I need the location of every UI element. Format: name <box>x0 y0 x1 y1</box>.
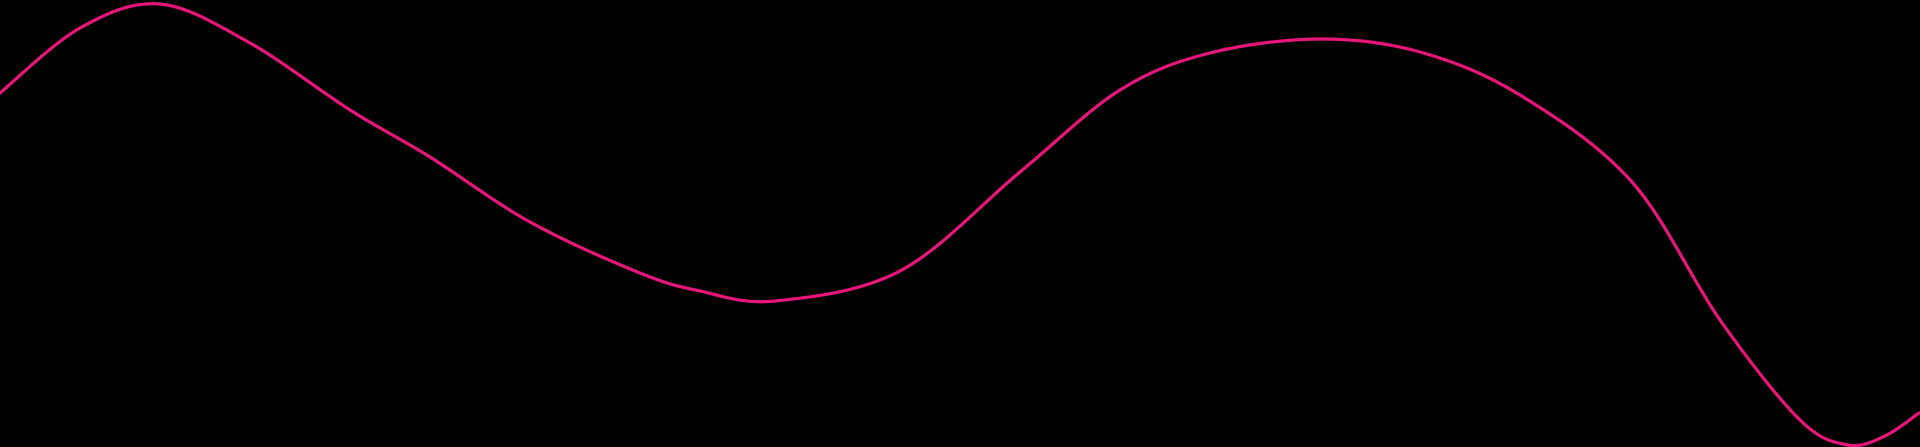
wave-curve-svg <box>0 2 1920 447</box>
chart-canvas <box>0 2 1920 447</box>
wave-curve-path <box>0 2 1920 447</box>
